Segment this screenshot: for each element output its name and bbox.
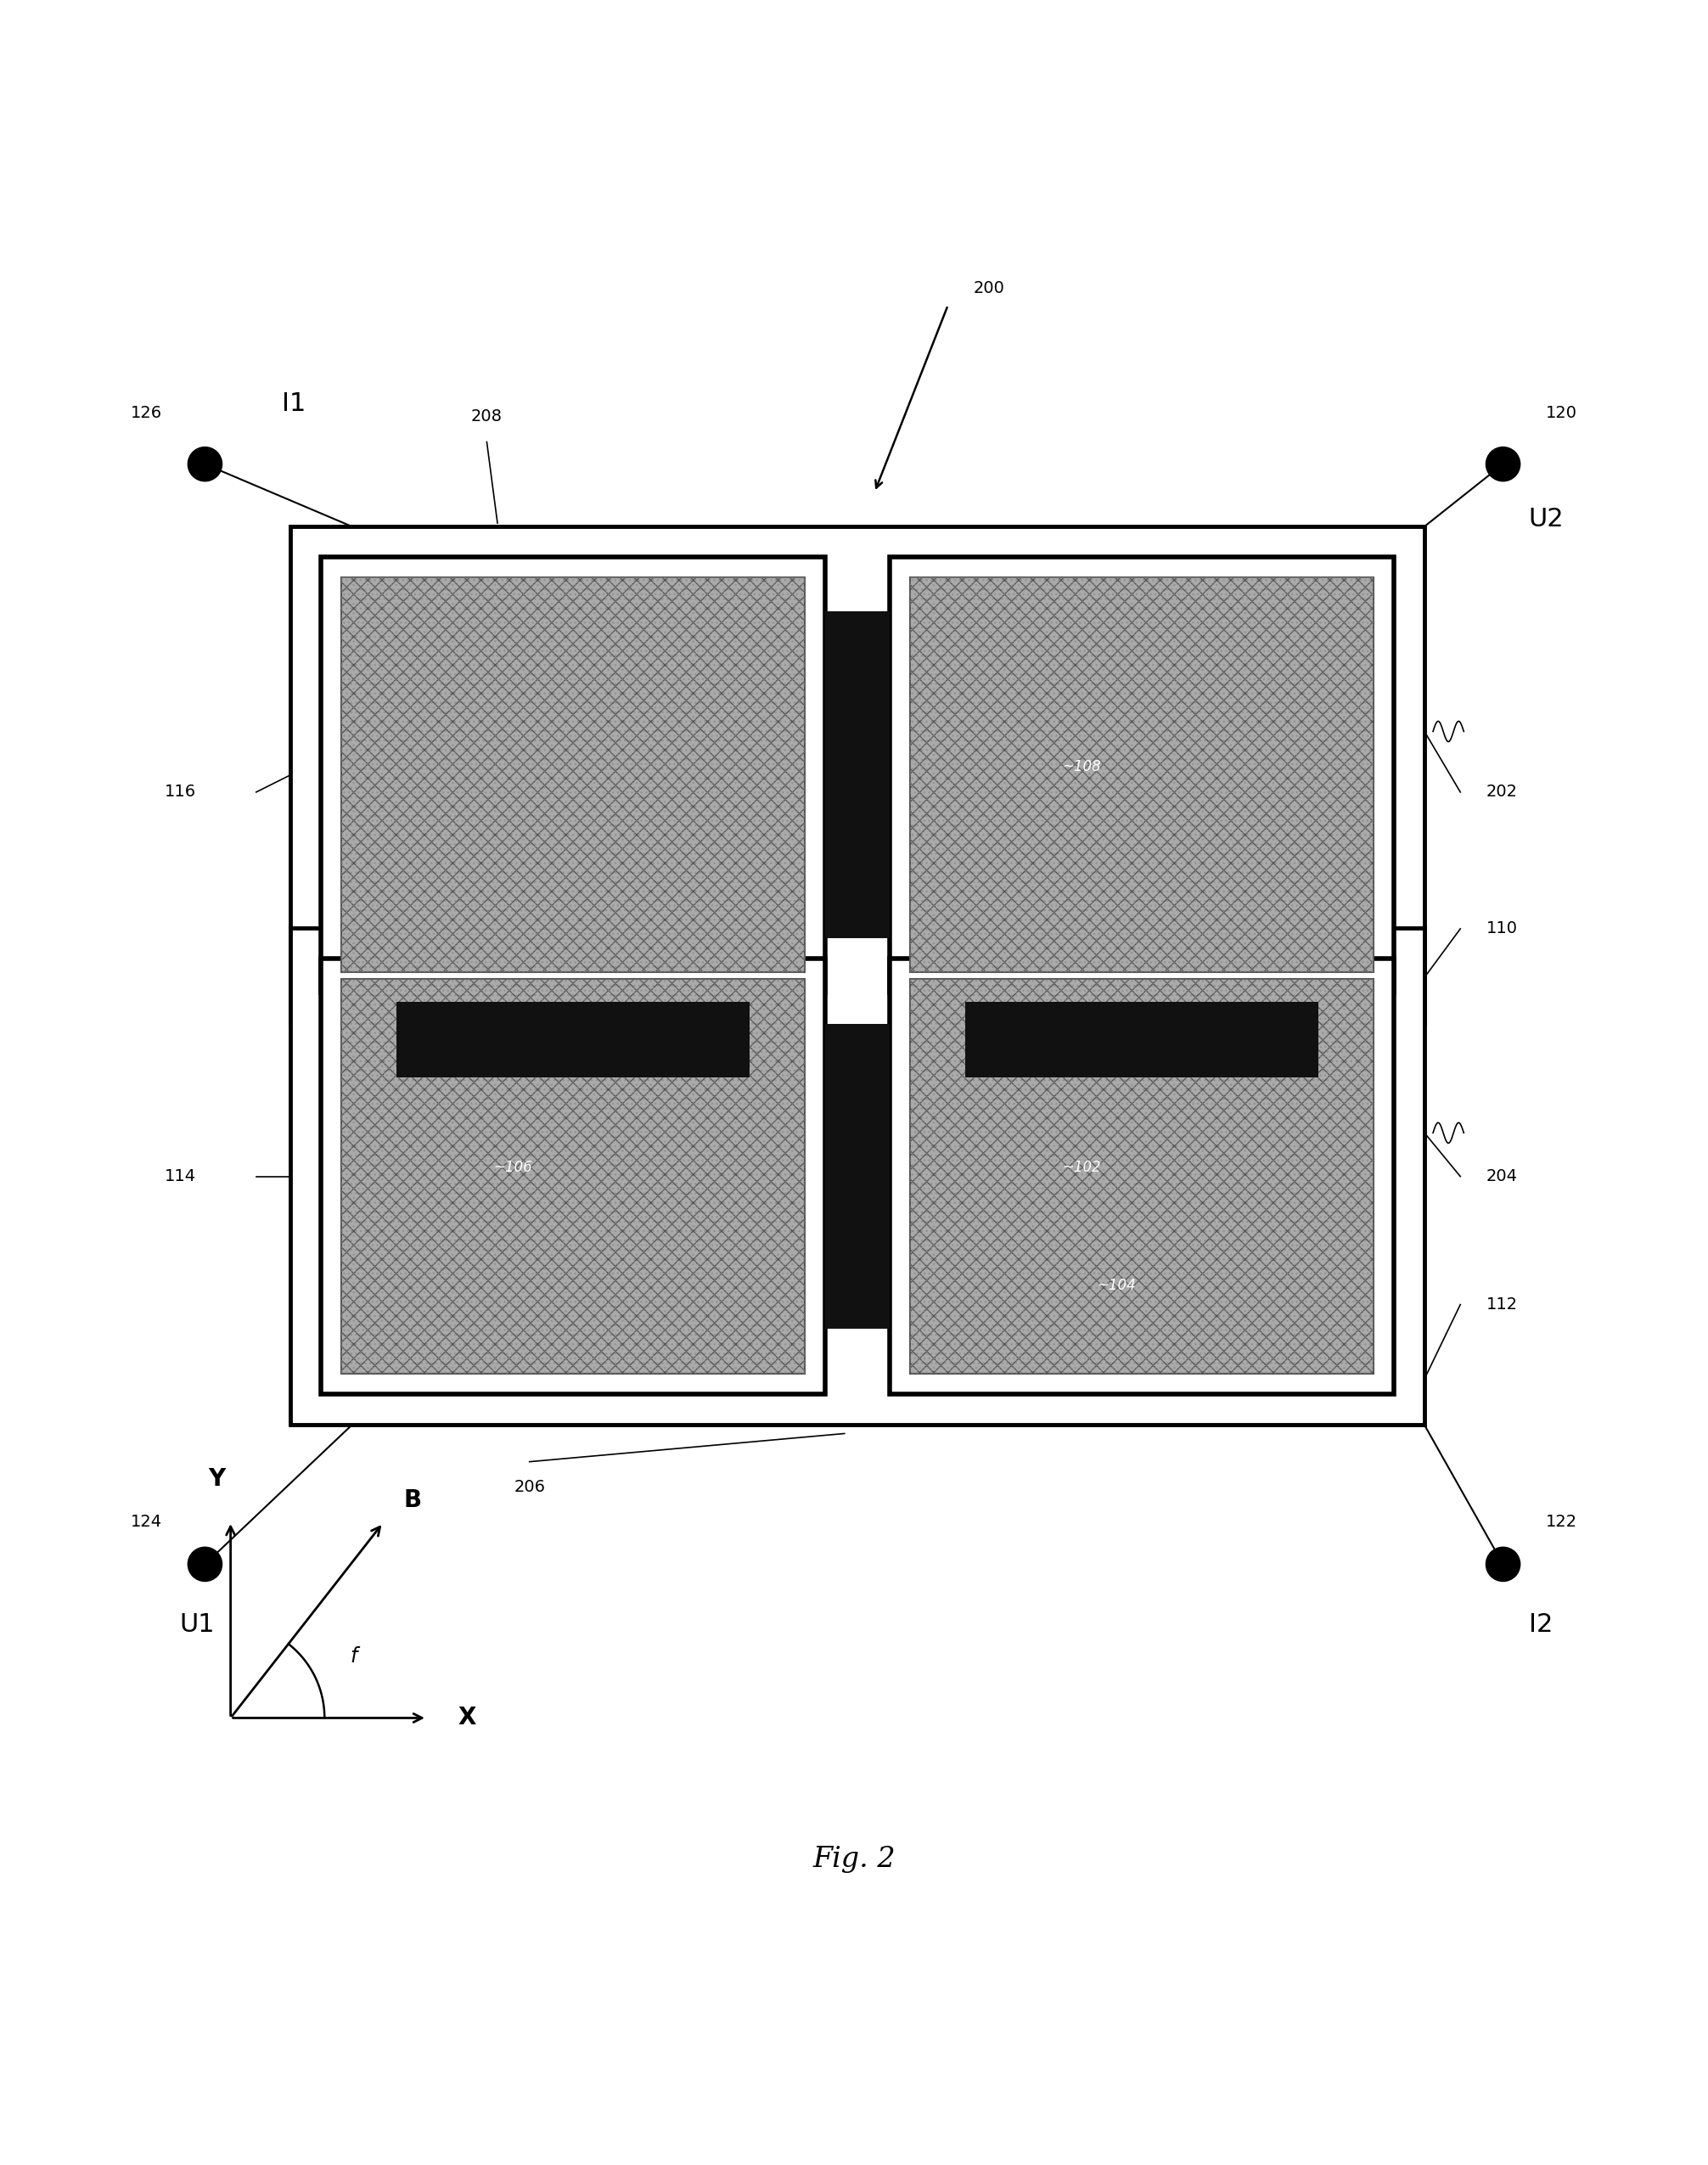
- Text: ~104: ~104: [1097, 1277, 1136, 1293]
- Text: U1: U1: [179, 1613, 215, 1637]
- Bar: [342, 979, 804, 1375]
- Bar: [890, 556, 1394, 994]
- Bar: [825, 613, 890, 937]
- Text: 208: 208: [471, 409, 502, 424]
- Text: 202: 202: [1486, 784, 1517, 801]
- Bar: [910, 578, 1373, 972]
- Text: 114: 114: [166, 1169, 196, 1184]
- Text: 126: 126: [132, 405, 162, 422]
- Bar: [342, 578, 804, 972]
- Circle shape: [188, 446, 222, 481]
- Bar: [910, 979, 1373, 1375]
- Circle shape: [1486, 446, 1520, 481]
- Bar: [910, 578, 1373, 972]
- Text: f: f: [350, 1645, 357, 1667]
- Text: ~102: ~102: [1062, 1160, 1100, 1176]
- Bar: [825, 1024, 890, 1329]
- Text: 112: 112: [1486, 1297, 1517, 1312]
- Text: Y: Y: [208, 1468, 225, 1492]
- Bar: [890, 959, 1394, 1394]
- Bar: [321, 556, 825, 994]
- Bar: [342, 979, 804, 1375]
- Text: I2: I2: [1529, 1613, 1553, 1637]
- Text: 110: 110: [1486, 920, 1517, 937]
- Bar: [321, 959, 825, 1394]
- Text: ~108: ~108: [1062, 758, 1100, 773]
- Bar: [965, 1002, 1319, 1078]
- Text: 206: 206: [514, 1479, 545, 1496]
- Text: 200: 200: [974, 281, 1004, 297]
- Bar: [396, 1002, 750, 1078]
- Bar: [342, 578, 804, 972]
- Bar: [290, 929, 1424, 1425]
- Text: U2: U2: [1529, 507, 1565, 530]
- Bar: [290, 526, 1424, 1024]
- Text: B: B: [403, 1490, 422, 1513]
- Bar: [910, 979, 1373, 1375]
- Text: 124: 124: [132, 1513, 162, 1531]
- Text: 120: 120: [1546, 405, 1576, 422]
- Text: 116: 116: [166, 784, 196, 801]
- Circle shape: [1486, 1548, 1520, 1580]
- Bar: [342, 979, 804, 1375]
- Bar: [342, 578, 804, 972]
- Bar: [910, 979, 1373, 1375]
- Bar: [910, 578, 1373, 972]
- Text: 122: 122: [1546, 1513, 1576, 1531]
- Text: 204: 204: [1486, 1169, 1517, 1184]
- Text: X: X: [458, 1706, 477, 1730]
- Text: I1: I1: [282, 392, 306, 416]
- Text: ~106: ~106: [494, 1160, 531, 1176]
- Circle shape: [188, 1548, 222, 1580]
- Text: Fig. 2: Fig. 2: [813, 1847, 895, 1873]
